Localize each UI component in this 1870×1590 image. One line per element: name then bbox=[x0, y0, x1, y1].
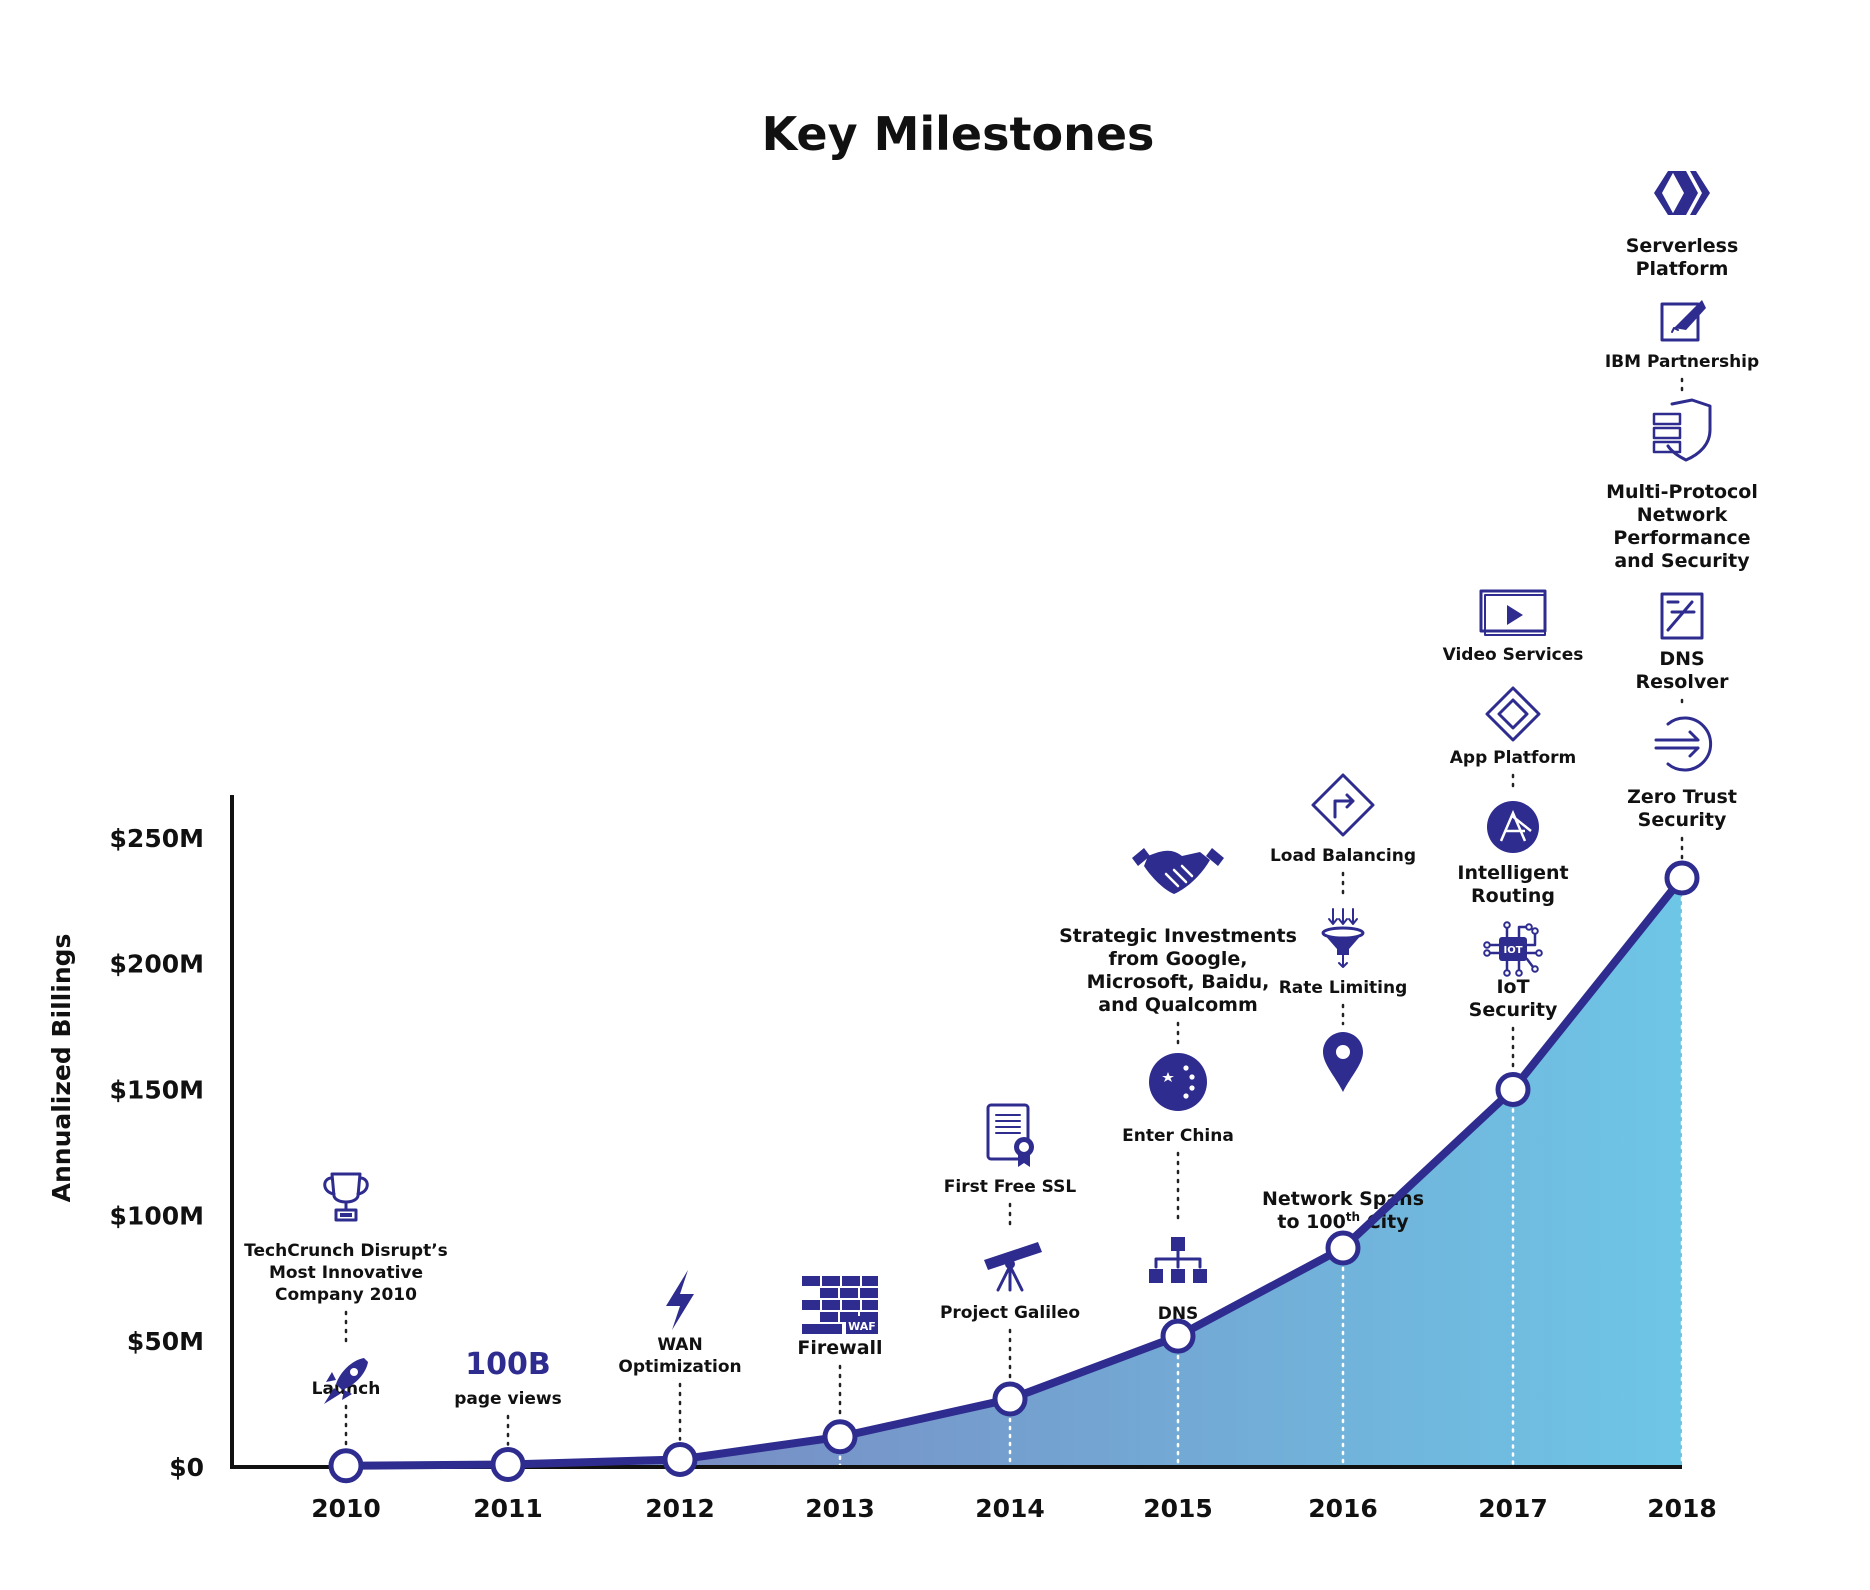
pen-icon bbox=[1660, 300, 1706, 342]
map-pin-icon bbox=[1323, 1032, 1363, 1092]
video-icon bbox=[1479, 589, 1547, 636]
milestone-label: Rate Limiting bbox=[1279, 978, 1408, 998]
milestone-label: App Platform bbox=[1450, 748, 1576, 768]
milestone-label: Intelligent Routing bbox=[1457, 862, 1568, 907]
milestones-2014: Project Galileo First Free SSL bbox=[940, 1103, 1080, 1381]
firewall-waf-icon: WAF bbox=[802, 1276, 878, 1334]
shield-servers-icon bbox=[1652, 398, 1712, 462]
data-points bbox=[328, 860, 1700, 1484]
y-tick-label: $250M bbox=[110, 824, 204, 853]
certificate-icon bbox=[986, 1103, 1034, 1167]
routing-icon bbox=[1487, 801, 1539, 853]
milestone-label: DNS Resolver bbox=[1635, 648, 1729, 693]
milestone-label: IBM Partnership bbox=[1605, 352, 1759, 372]
handshake-icon bbox=[1132, 848, 1224, 894]
data-point-2015 bbox=[1160, 1318, 1196, 1354]
milestone-label: Serverless Platform bbox=[1626, 235, 1739, 280]
milestones-2011: page views 100B bbox=[454, 1347, 562, 1446]
data-point-2010 bbox=[328, 1448, 364, 1484]
milestone-label: WAN Optimization bbox=[618, 1335, 741, 1377]
y-tick-label: $200M bbox=[110, 950, 204, 979]
data-point-2017 bbox=[1495, 1071, 1531, 1107]
dns-hierarchy-icon bbox=[1149, 1237, 1207, 1283]
area-layer bbox=[346, 878, 1682, 1467]
milestone-label: Enter China bbox=[1122, 1126, 1234, 1146]
rocket-icon bbox=[324, 1358, 368, 1404]
x-tick-label: 2012 bbox=[645, 1494, 715, 1523]
milestone-label: Firewall bbox=[797, 1337, 882, 1359]
x-tick-label: 2010 bbox=[311, 1494, 381, 1523]
lightning-icon bbox=[666, 1270, 694, 1330]
funnel-icon bbox=[1321, 908, 1365, 968]
x-tick-label: 2018 bbox=[1647, 1494, 1717, 1523]
iot-chip-icon: IOT bbox=[1483, 921, 1543, 977]
load-balancing-icon bbox=[1311, 773, 1375, 837]
milestone-label: Video Services bbox=[1443, 645, 1584, 665]
china-flag-icon bbox=[1149, 1053, 1207, 1111]
x-tick-label: 2011 bbox=[473, 1494, 543, 1523]
zero-trust-icon bbox=[1654, 716, 1713, 772]
y-axis-label: Annualized Billings bbox=[47, 934, 76, 1203]
milestones-2017: IoT Security IOT Intelligent Routing App Plat… bbox=[1443, 589, 1584, 1071]
x-tick-label: 2017 bbox=[1478, 1494, 1548, 1523]
svg-text:IOT: IOT bbox=[1503, 945, 1522, 956]
x-tick-label: 2013 bbox=[805, 1494, 875, 1523]
telescope-icon bbox=[984, 1242, 1042, 1292]
milestone-label: page views bbox=[454, 1389, 562, 1409]
milestones-2013: Firewall WAF bbox=[797, 1276, 883, 1419]
data-point-2014 bbox=[992, 1381, 1028, 1417]
milestone-label: Launch bbox=[312, 1379, 381, 1399]
milestones-2018: Zero Trust Security DNS Resolver Multi-Proto… bbox=[1605, 171, 1759, 860]
y-tick-label: $150M bbox=[110, 1075, 204, 1104]
trophy-icon bbox=[323, 1172, 369, 1222]
chart-title: Key Milestones bbox=[762, 107, 1155, 161]
app-platform-icon bbox=[1485, 686, 1541, 742]
data-point-2011 bbox=[490, 1446, 526, 1482]
x-tick-label: 2015 bbox=[1143, 1494, 1213, 1523]
svg-text:WAF: WAF bbox=[848, 1320, 876, 1333]
milestone-label: IoT Security bbox=[1469, 976, 1558, 1021]
y-tick-label: $100M bbox=[110, 1201, 204, 1230]
data-point-2018 bbox=[1664, 860, 1700, 896]
milestone-label: Load Balancing bbox=[1270, 846, 1416, 866]
tick-labels: $0 $50M $100M $150M $200M $250M 2010 2011 2012 20… bbox=[110, 824, 1717, 1523]
x-tick-label: 2016 bbox=[1308, 1494, 1378, 1523]
milestone-label: Strategic Investments from Google, Microso… bbox=[1059, 925, 1297, 1016]
milestone-label: DNS bbox=[1158, 1304, 1199, 1324]
milestone-label: First Free SSL bbox=[944, 1177, 1077, 1197]
data-point-2016 bbox=[1325, 1230, 1361, 1266]
data-point-2012 bbox=[662, 1441, 698, 1477]
dotted-guides bbox=[838, 896, 1684, 1467]
billings-area bbox=[346, 878, 1682, 1467]
milestone-label: TechCrunch Disrupt’s Most Innovative Compa… bbox=[244, 1241, 448, 1305]
milestone-big-number: 100B bbox=[465, 1347, 551, 1382]
annotations: Launch TechCrunch Disrupt’s Most Innovativ… bbox=[244, 171, 1759, 1447]
milestone-label: Zero Trust Security bbox=[1627, 786, 1737, 831]
milestone-label: Project Galileo bbox=[940, 1303, 1080, 1323]
milestones-2012: WAN Optimization bbox=[618, 1270, 742, 1441]
y-tick-label: $50M bbox=[127, 1327, 204, 1356]
serverless-icon bbox=[1654, 171, 1710, 215]
x-tick-label: 2014 bbox=[975, 1494, 1045, 1523]
milestones-2015: DNS Enter China Strategic Investments from … bbox=[1059, 848, 1297, 1324]
milestones-2010: Launch TechCrunch Disrupt’s Most Innovativ… bbox=[244, 1172, 448, 1447]
milestone-label: Multi-Protocol Network Performance and Secu… bbox=[1606, 481, 1758, 572]
y-tick-label: $0 bbox=[169, 1453, 204, 1482]
data-point-2013 bbox=[822, 1419, 858, 1455]
dns-resolver-icon bbox=[1660, 592, 1704, 640]
